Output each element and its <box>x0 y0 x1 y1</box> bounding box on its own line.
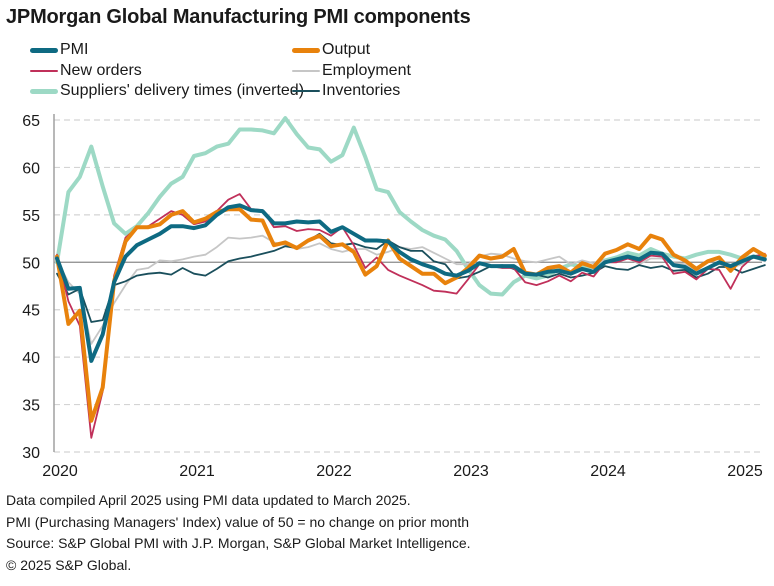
legend-swatch-inventories <box>292 90 320 92</box>
legend-label-inventories: Inventories <box>322 82 401 99</box>
line-chart: 30 35 40 45 50 55 60 65 2020 2021 2022 2023 2024 2025 <box>22 113 767 480</box>
legend-label-pmi: PMI <box>60 41 89 58</box>
chart-title: JPMorgan Global Manufacturing PMI compon… <box>6 6 471 28</box>
y-tick-label: 55 <box>22 208 40 225</box>
legend-swatch-suppliers <box>30 88 58 94</box>
y-tick-label: 60 <box>22 160 40 177</box>
y-tick-label: 65 <box>22 113 40 130</box>
x-tick-label: 2022 <box>316 463 352 480</box>
legend-item-output: Output <box>292 40 370 60</box>
legend-item-suppliers: Suppliers' delivery times (inverted) <box>30 81 304 101</box>
legend-swatch-output <box>292 47 320 53</box>
legend-item-inventories: Inventories <box>292 81 400 101</box>
footer-note-compiled: Data compiled April 2025 using PMI data … <box>6 492 411 508</box>
legend-swatch-employment <box>292 70 320 72</box>
x-tick-label: 2024 <box>590 463 626 480</box>
series-line-pmi <box>55 203 767 363</box>
y-tick-label: 45 <box>22 303 40 320</box>
legend-swatch-pmi <box>30 47 58 53</box>
footer-note-pmi-definition: PMI (Purchasing Managers' Index) value o… <box>6 513 469 530</box>
legend: PMI Output New orders Employment Supplie… <box>0 38 774 104</box>
legend-label-new-orders: New orders <box>60 62 142 79</box>
legend-item-new-orders: New orders <box>30 61 142 81</box>
y-tick-label: 40 <box>22 350 40 367</box>
legend-swatch-new-orders <box>30 70 58 72</box>
legend-label-output: Output <box>322 41 371 58</box>
x-tick-label: 2025 <box>727 463 763 480</box>
y-tick-label: 30 <box>22 445 40 462</box>
y-tick-label: 50 <box>22 255 40 272</box>
series-line-suppliers-delivery-times-inverted <box>55 116 767 297</box>
x-tick-label: 2023 <box>453 463 489 480</box>
y-tick-label: 35 <box>22 398 40 415</box>
legend-label-employment: Employment <box>322 62 411 79</box>
legend-item-employment: Employment <box>292 61 411 81</box>
series-line-inventories <box>56 232 766 323</box>
chart-footer: Data compiled April 2025 using PMI data … <box>6 490 471 576</box>
series-line-output <box>55 207 767 423</box>
legend-label-suppliers: Suppliers' delivery times (inverted) <box>60 82 305 99</box>
footer-copyright: © 2025 S&P Global. <box>6 556 132 573</box>
legend-item-pmi: PMI <box>30 40 88 60</box>
series-line-employment <box>56 234 766 345</box>
x-tick-label: 2021 <box>179 463 215 480</box>
footer-source: Source: S&P Global PMI with J.P. Morgan,… <box>6 535 471 551</box>
x-tick-label: 2020 <box>42 463 78 480</box>
